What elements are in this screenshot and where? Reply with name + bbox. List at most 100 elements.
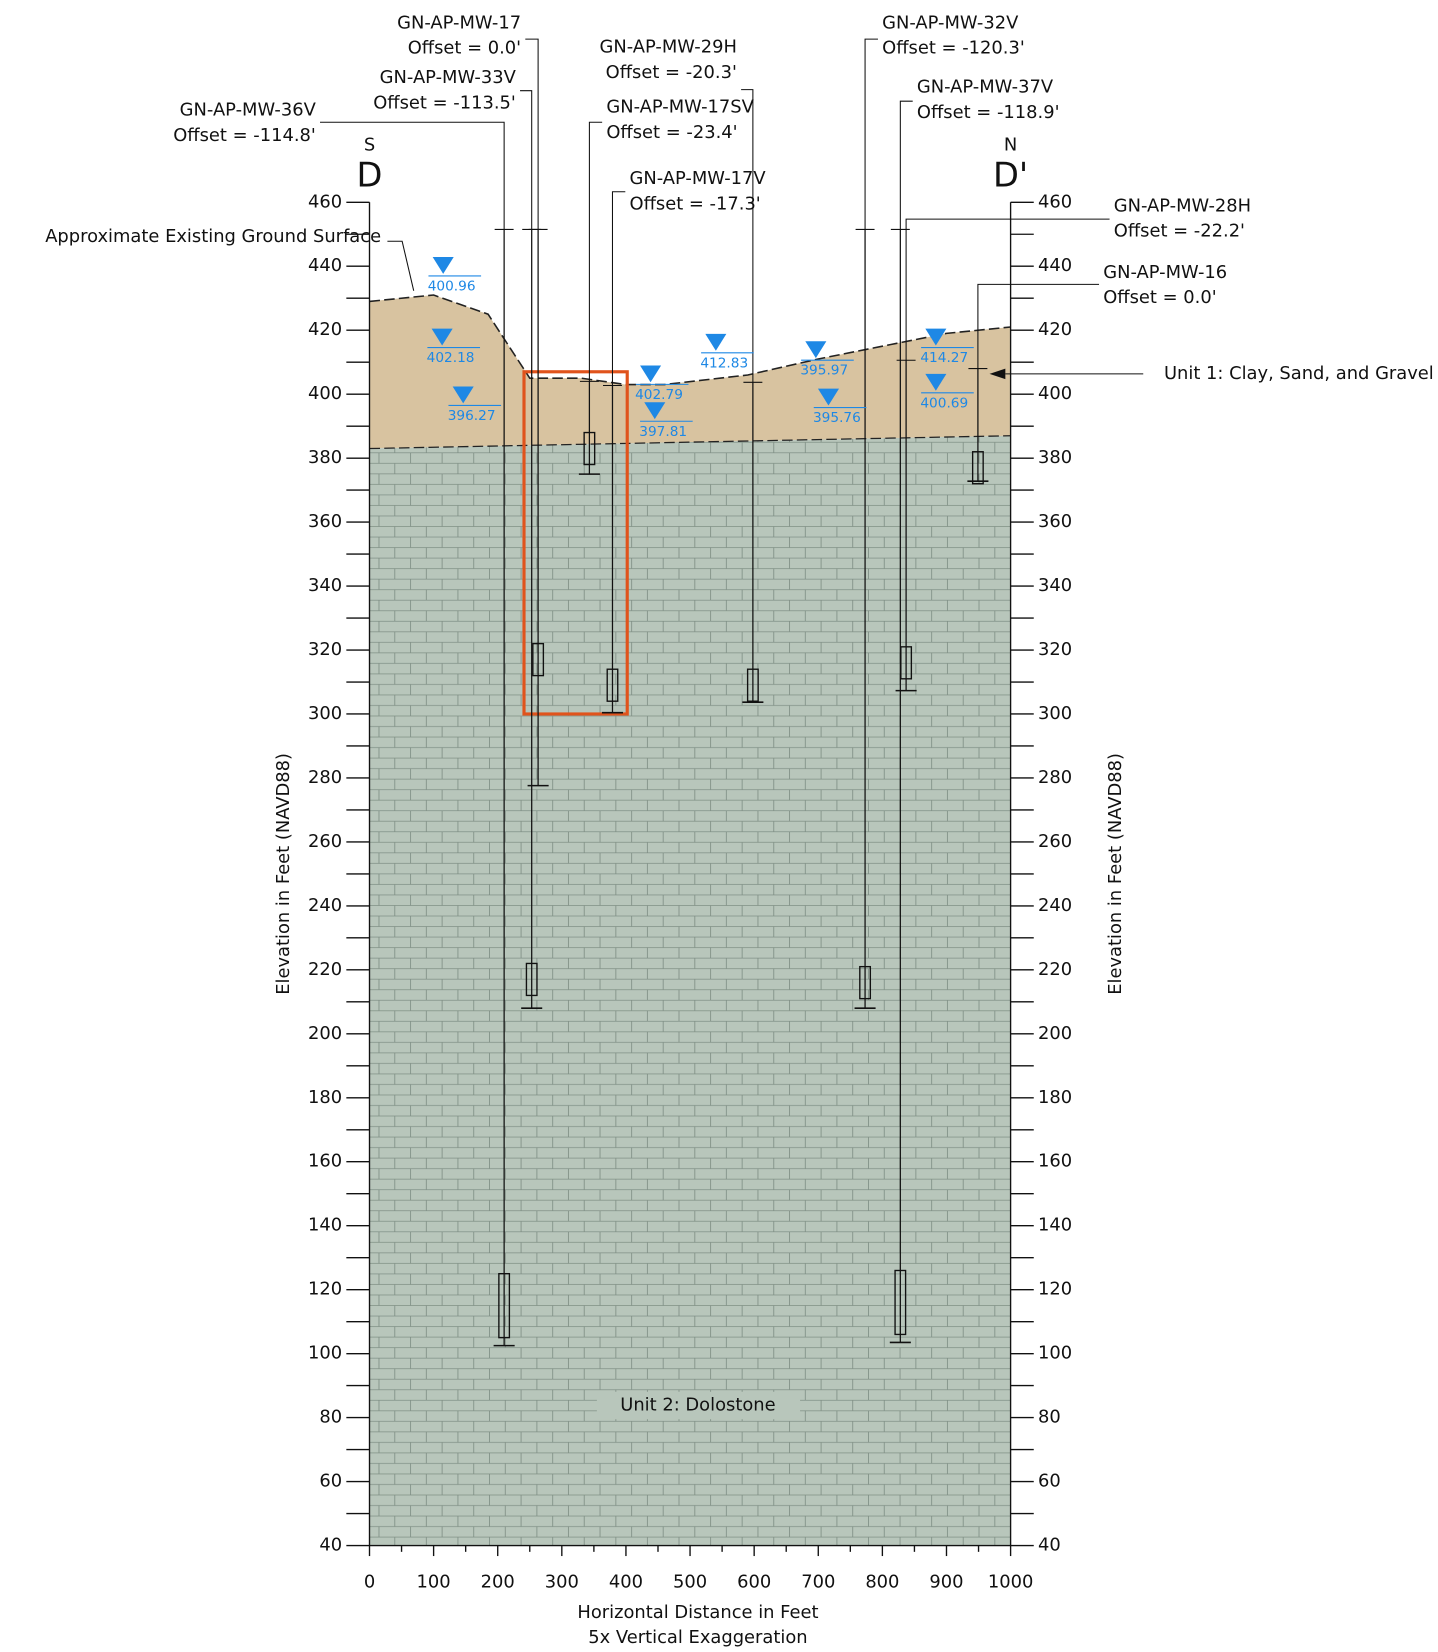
well-offset: Offset = -22.2' [1114, 221, 1245, 242]
x-tick-label: 1000 [988, 1571, 1034, 1592]
well-offset: Offset = -17.3' [630, 193, 761, 214]
y-tick-label-right: 400 [1038, 383, 1072, 404]
x-tick-label: 600 [737, 1571, 771, 1592]
x-tick-label: 700 [801, 1571, 835, 1592]
x-tick-label: 200 [481, 1571, 515, 1592]
y-tick-label-right: 60 [1038, 1471, 1061, 1492]
y-tick-label-right: 380 [1038, 447, 1072, 468]
y-tick-label-right: 460 [1038, 191, 1072, 212]
well-name: GN-AP-MW-33V [380, 67, 517, 88]
well-name: GN-AP-MW-17 [397, 12, 521, 33]
well-leader [865, 39, 878, 229]
water-level-label: 395.76 [813, 410, 861, 426]
x-tick-label: 900 [929, 1571, 963, 1592]
y-tick-label-right: 280 [1038, 767, 1072, 788]
well-offset: Offset = 0.0' [408, 38, 521, 59]
water-level-label: 397.81 [639, 424, 687, 440]
well-name: GN-AP-MW-16 [1103, 262, 1227, 283]
y-tick-label-right: 180 [1038, 1087, 1072, 1108]
y-tick-label: 260 [308, 831, 342, 852]
y-tick-label-right: 240 [1038, 895, 1072, 916]
y-tick-label-right: 160 [1038, 1151, 1072, 1172]
y-tick-label-right: 40 [1038, 1535, 1061, 1556]
y-tick-label-right: 420 [1038, 319, 1072, 340]
x-tick-label: 100 [417, 1571, 451, 1592]
water-level-marker [805, 341, 826, 358]
y-tick-label: 140 [308, 1215, 342, 1236]
well-name: GN-AP-MW-28H [1114, 195, 1251, 216]
y-tick-label: 120 [308, 1279, 342, 1300]
page: {"chart_data": { "type": "cross-section"… [0, 0, 1438, 1652]
water-level-marker [433, 257, 454, 274]
x-tick-label: 0 [364, 1571, 375, 1592]
y-axis-label-right: Elevation in Feet (NAVD88) [1105, 753, 1126, 995]
well-leader [320, 122, 504, 229]
x-tick-label: 400 [609, 1571, 643, 1592]
well-offset: Offset = -23.4' [606, 122, 737, 143]
y-tick-label-right: 300 [1038, 703, 1072, 724]
cross-section: Horizontal Distance in Feet 5x Vertical … [0, 0, 1438, 1652]
well-leader [520, 91, 532, 230]
y-tick-label-right: 120 [1038, 1279, 1072, 1300]
y-tick-label: 360 [308, 511, 342, 532]
start-direction: S [364, 134, 375, 155]
water-level-label: 402.79 [635, 387, 683, 403]
y-tick-label: 280 [308, 767, 342, 788]
y-tick-label: 160 [308, 1151, 342, 1172]
well-offset: Offset = -120.3' [882, 38, 1025, 59]
y-tick-label: 200 [308, 1023, 342, 1044]
well-name: GN-AP-MW-32V [882, 12, 1019, 33]
well-name: GN-AP-MW-29H [600, 37, 737, 58]
well-offset: Offset = 0.0' [1103, 287, 1216, 308]
ground-surface-label: Approximate Existing Ground Surface [45, 226, 381, 247]
y-axis-label: Elevation in Feet (NAVD88) [273, 753, 294, 995]
unit-label: Unit 2: Dolostone [620, 1395, 775, 1416]
end-direction: N [1004, 134, 1017, 155]
y-tick-label: 420 [308, 319, 342, 340]
water-level-label: 414.27 [920, 350, 968, 366]
well-offset: Offset = -114.8' [173, 125, 316, 146]
unit2-hatch [370, 436, 1011, 1546]
well-leader [612, 192, 625, 386]
x-tick-label: 800 [865, 1571, 899, 1592]
y-tick-label: 60 [319, 1471, 342, 1492]
well-leader [589, 122, 602, 381]
x-axis-note: 5x Vertical Exaggeration [588, 1627, 807, 1648]
well-offset: Offset = -113.5' [373, 92, 516, 113]
well-offset: Offset = -118.9' [917, 102, 1060, 123]
y-tick-label: 340 [308, 575, 342, 596]
y-tick-label: 460 [308, 191, 342, 212]
unit1-fill [370, 295, 1011, 449]
water-level-label: 412.83 [700, 355, 748, 371]
water-level-label: 400.96 [428, 278, 476, 294]
x-tick-label: 500 [673, 1571, 707, 1592]
well-name: GN-AP-MW-17V [630, 168, 767, 189]
y-tick-label: 320 [308, 639, 342, 660]
y-tick-label-right: 200 [1038, 1023, 1072, 1044]
layers [370, 295, 1011, 1546]
well-leader [741, 90, 753, 383]
y-tick-label-right: 440 [1038, 255, 1072, 276]
y-tick-label-right: 260 [1038, 831, 1072, 852]
y-tick-label-right: 220 [1038, 959, 1072, 980]
y-tick-label-right: 140 [1038, 1215, 1072, 1236]
water-level-marker [640, 365, 661, 382]
y-tick-label-right: 320 [1038, 639, 1072, 660]
y-tick-label: 220 [308, 959, 342, 980]
y-tick-label: 300 [308, 703, 342, 724]
y-tick-label-right: 360 [1038, 511, 1072, 532]
well-offset: Offset = -20.3' [606, 62, 737, 83]
y-tick-label-right: 100 [1038, 1343, 1072, 1364]
well-name: GN-AP-MW-17SV [606, 97, 754, 118]
y-tick-label-right: 80 [1038, 1407, 1061, 1428]
y-tick-label: 240 [308, 895, 342, 916]
water-level-label: 402.18 [427, 350, 475, 366]
unit-label: Unit 1: Clay, Sand, and Gravel [1164, 363, 1434, 384]
leader [387, 241, 413, 290]
water-level-label: 400.69 [920, 395, 968, 411]
y-tick-label: 100 [308, 1343, 342, 1364]
section-end: D' [993, 156, 1028, 195]
well-leader [900, 101, 912, 229]
water-level-marker [705, 334, 726, 351]
water-level-label: 396.27 [448, 408, 496, 424]
